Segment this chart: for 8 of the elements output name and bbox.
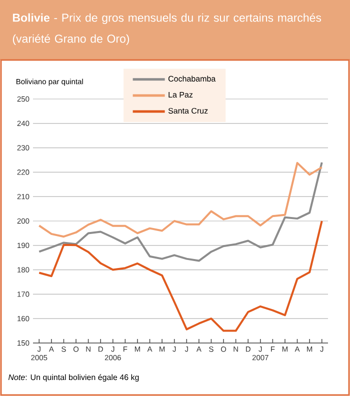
- line-series: [38, 162, 323, 238]
- chart-title: Bolivie - Prix de gros mensuels du riz sur certains marchés (variété Grano de Oro): [12, 13, 322, 46]
- legend-label: Cochabamba: [168, 76, 216, 82]
- line-series: [38, 220, 323, 332]
- legend-label: La Paz: [168, 92, 193, 98]
- legend-label: Santa Cruz: [168, 108, 208, 114]
- text: Note: Un quintal bolivien égale 46 kg: [8, 374, 139, 382]
- line-series: [38, 161, 323, 262]
